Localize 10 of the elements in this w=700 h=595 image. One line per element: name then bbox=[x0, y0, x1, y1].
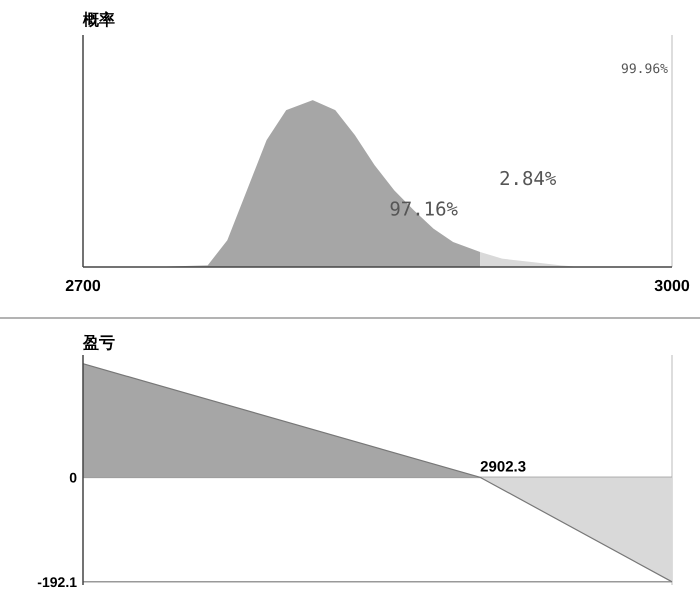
y-tick-label: -192.1 bbox=[37, 574, 78, 590]
chart-title: 概率 bbox=[82, 10, 115, 29]
chart-title: 盈亏 bbox=[82, 334, 115, 352]
annotation: 97.16% bbox=[389, 198, 459, 220]
x-tick-label: 3000 bbox=[654, 278, 690, 295]
annotation: 2.84% bbox=[499, 168, 557, 190]
text: 99.96% bbox=[621, 62, 668, 77]
x-tick-label: 2700 bbox=[65, 278, 101, 295]
annotation: 2902.3 bbox=[480, 458, 526, 476]
y-tick-label: 0 bbox=[69, 469, 78, 486]
